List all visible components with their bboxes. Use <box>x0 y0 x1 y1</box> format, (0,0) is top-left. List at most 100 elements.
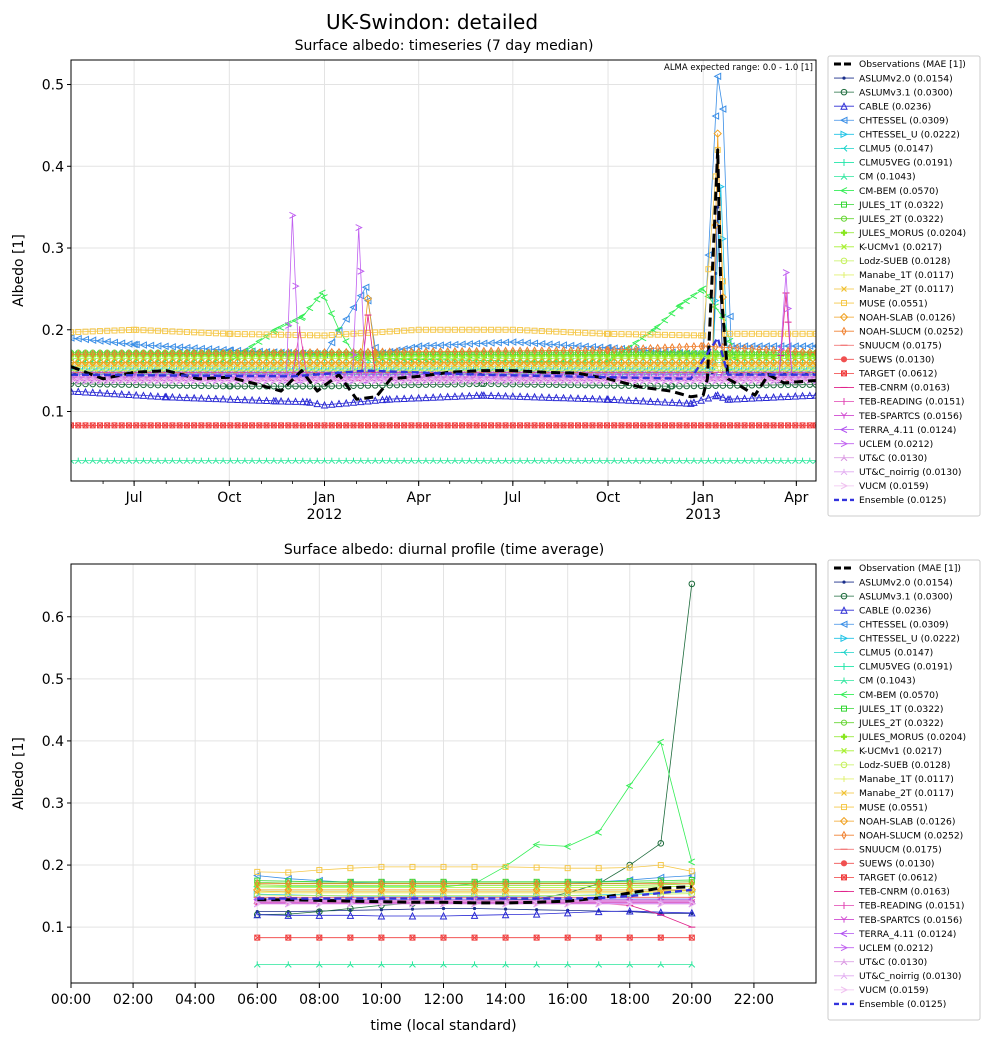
data-point <box>346 885 355 895</box>
data-point <box>96 457 104 464</box>
data-point <box>409 879 416 889</box>
data-point <box>191 361 198 368</box>
series-markers-muse-0-0551 <box>71 146 816 339</box>
data-point <box>154 377 163 385</box>
legend-label: CM (0.1043) <box>859 676 916 687</box>
data-point <box>726 457 734 464</box>
data-point <box>234 382 241 390</box>
data-point <box>270 377 278 385</box>
legend-marker <box>840 468 848 476</box>
legend-marker <box>840 761 848 769</box>
data-point <box>638 358 648 367</box>
data-point <box>727 422 734 429</box>
data-point <box>342 338 350 345</box>
data-point <box>361 283 370 292</box>
data-point <box>129 340 138 349</box>
data-point <box>531 422 538 429</box>
legend-entry-k-ucmv1-0-0217: K-UCMv1 (0.0217) <box>834 242 942 253</box>
data-point <box>342 358 351 367</box>
data-point <box>756 344 762 354</box>
data-point <box>560 346 567 356</box>
data-point <box>502 863 509 870</box>
data-point <box>241 422 248 429</box>
data-point <box>625 885 634 895</box>
data-point <box>184 348 190 358</box>
data-point <box>176 361 183 368</box>
data-point <box>465 340 473 348</box>
data-point <box>409 863 416 870</box>
data-point <box>697 396 705 404</box>
data-point <box>132 340 140 349</box>
data-point <box>792 330 799 337</box>
data-point <box>349 398 358 406</box>
legend-label: TEB-CNRM (0.0163) <box>858 887 950 898</box>
data-point <box>175 343 184 352</box>
data-point <box>320 294 328 302</box>
data-point <box>660 316 669 324</box>
legend-entry-jules-morus-0-0204: JULES_MORUS (0.0204) <box>834 228 966 239</box>
data-point <box>444 422 451 429</box>
legend-marker <box>840 173 848 180</box>
legend-entry-jules-morus-0-0204: JULES_MORUS (0.0204) <box>834 732 966 743</box>
data-point <box>813 330 816 337</box>
data-point <box>117 390 126 398</box>
legend-marker <box>840 215 848 222</box>
legend-label: UCLEM (0.0212) <box>859 943 933 954</box>
data-point <box>176 377 184 385</box>
data-point <box>400 377 409 385</box>
data-point <box>596 422 603 429</box>
data-point <box>284 457 292 464</box>
data-point <box>270 457 278 464</box>
data-point <box>466 377 474 385</box>
data-point <box>740 358 749 367</box>
data-point <box>347 879 353 889</box>
data-point <box>509 457 517 464</box>
data-point <box>807 347 813 357</box>
data-point <box>316 879 322 889</box>
data-point <box>292 377 300 385</box>
legend-label: CLMU5VEG (0.0191) <box>859 158 952 169</box>
legend-entry-clmu5veg-0-0191: CLMU5VEG (0.0191) <box>834 662 952 673</box>
data-point <box>254 900 262 908</box>
data-point <box>748 422 755 429</box>
data-point <box>226 395 235 403</box>
legend-marker <box>842 76 846 80</box>
data-point <box>415 361 422 368</box>
data-point <box>183 393 191 402</box>
data-point <box>792 422 799 429</box>
legend-label: TEB-SPARTCS (0.0156) <box>858 411 962 422</box>
data-point <box>313 358 322 367</box>
data-point <box>770 422 777 429</box>
data-point <box>531 457 538 464</box>
series-line-observations-mae-1 <box>71 148 816 401</box>
data-point <box>806 330 813 337</box>
data-point <box>595 358 604 367</box>
data-point <box>466 346 472 356</box>
data-point <box>205 422 212 429</box>
x-tick-label: Jan <box>313 490 336 506</box>
data-point <box>669 331 676 338</box>
legend-marker <box>841 145 848 152</box>
data-point <box>256 331 263 338</box>
data-point <box>234 361 241 368</box>
data-point <box>473 326 480 333</box>
data-point <box>255 457 263 464</box>
data-point <box>559 393 568 402</box>
y-tick-label: 0.1 <box>42 405 64 421</box>
data-point <box>75 349 81 359</box>
data-point <box>131 358 141 367</box>
legend-marker <box>840 677 848 684</box>
data-point <box>777 457 785 464</box>
data-point <box>96 422 103 429</box>
data-point <box>316 934 323 941</box>
legend-label: TARGET (0.0612) <box>858 873 937 884</box>
data-point <box>88 336 97 345</box>
data-point <box>450 358 460 367</box>
data-point <box>408 347 414 357</box>
legend-marker <box>839 187 848 195</box>
data-point <box>626 864 633 871</box>
legend-entry-muse-0-0551: MUSE (0.0551) <box>834 802 928 813</box>
diurnal-chart: 0.1 0.2 0.3 0.4 0.5 0.6 00:00 02:00 04:00 06:00 08… <box>11 559 981 1034</box>
data-point <box>82 422 89 429</box>
